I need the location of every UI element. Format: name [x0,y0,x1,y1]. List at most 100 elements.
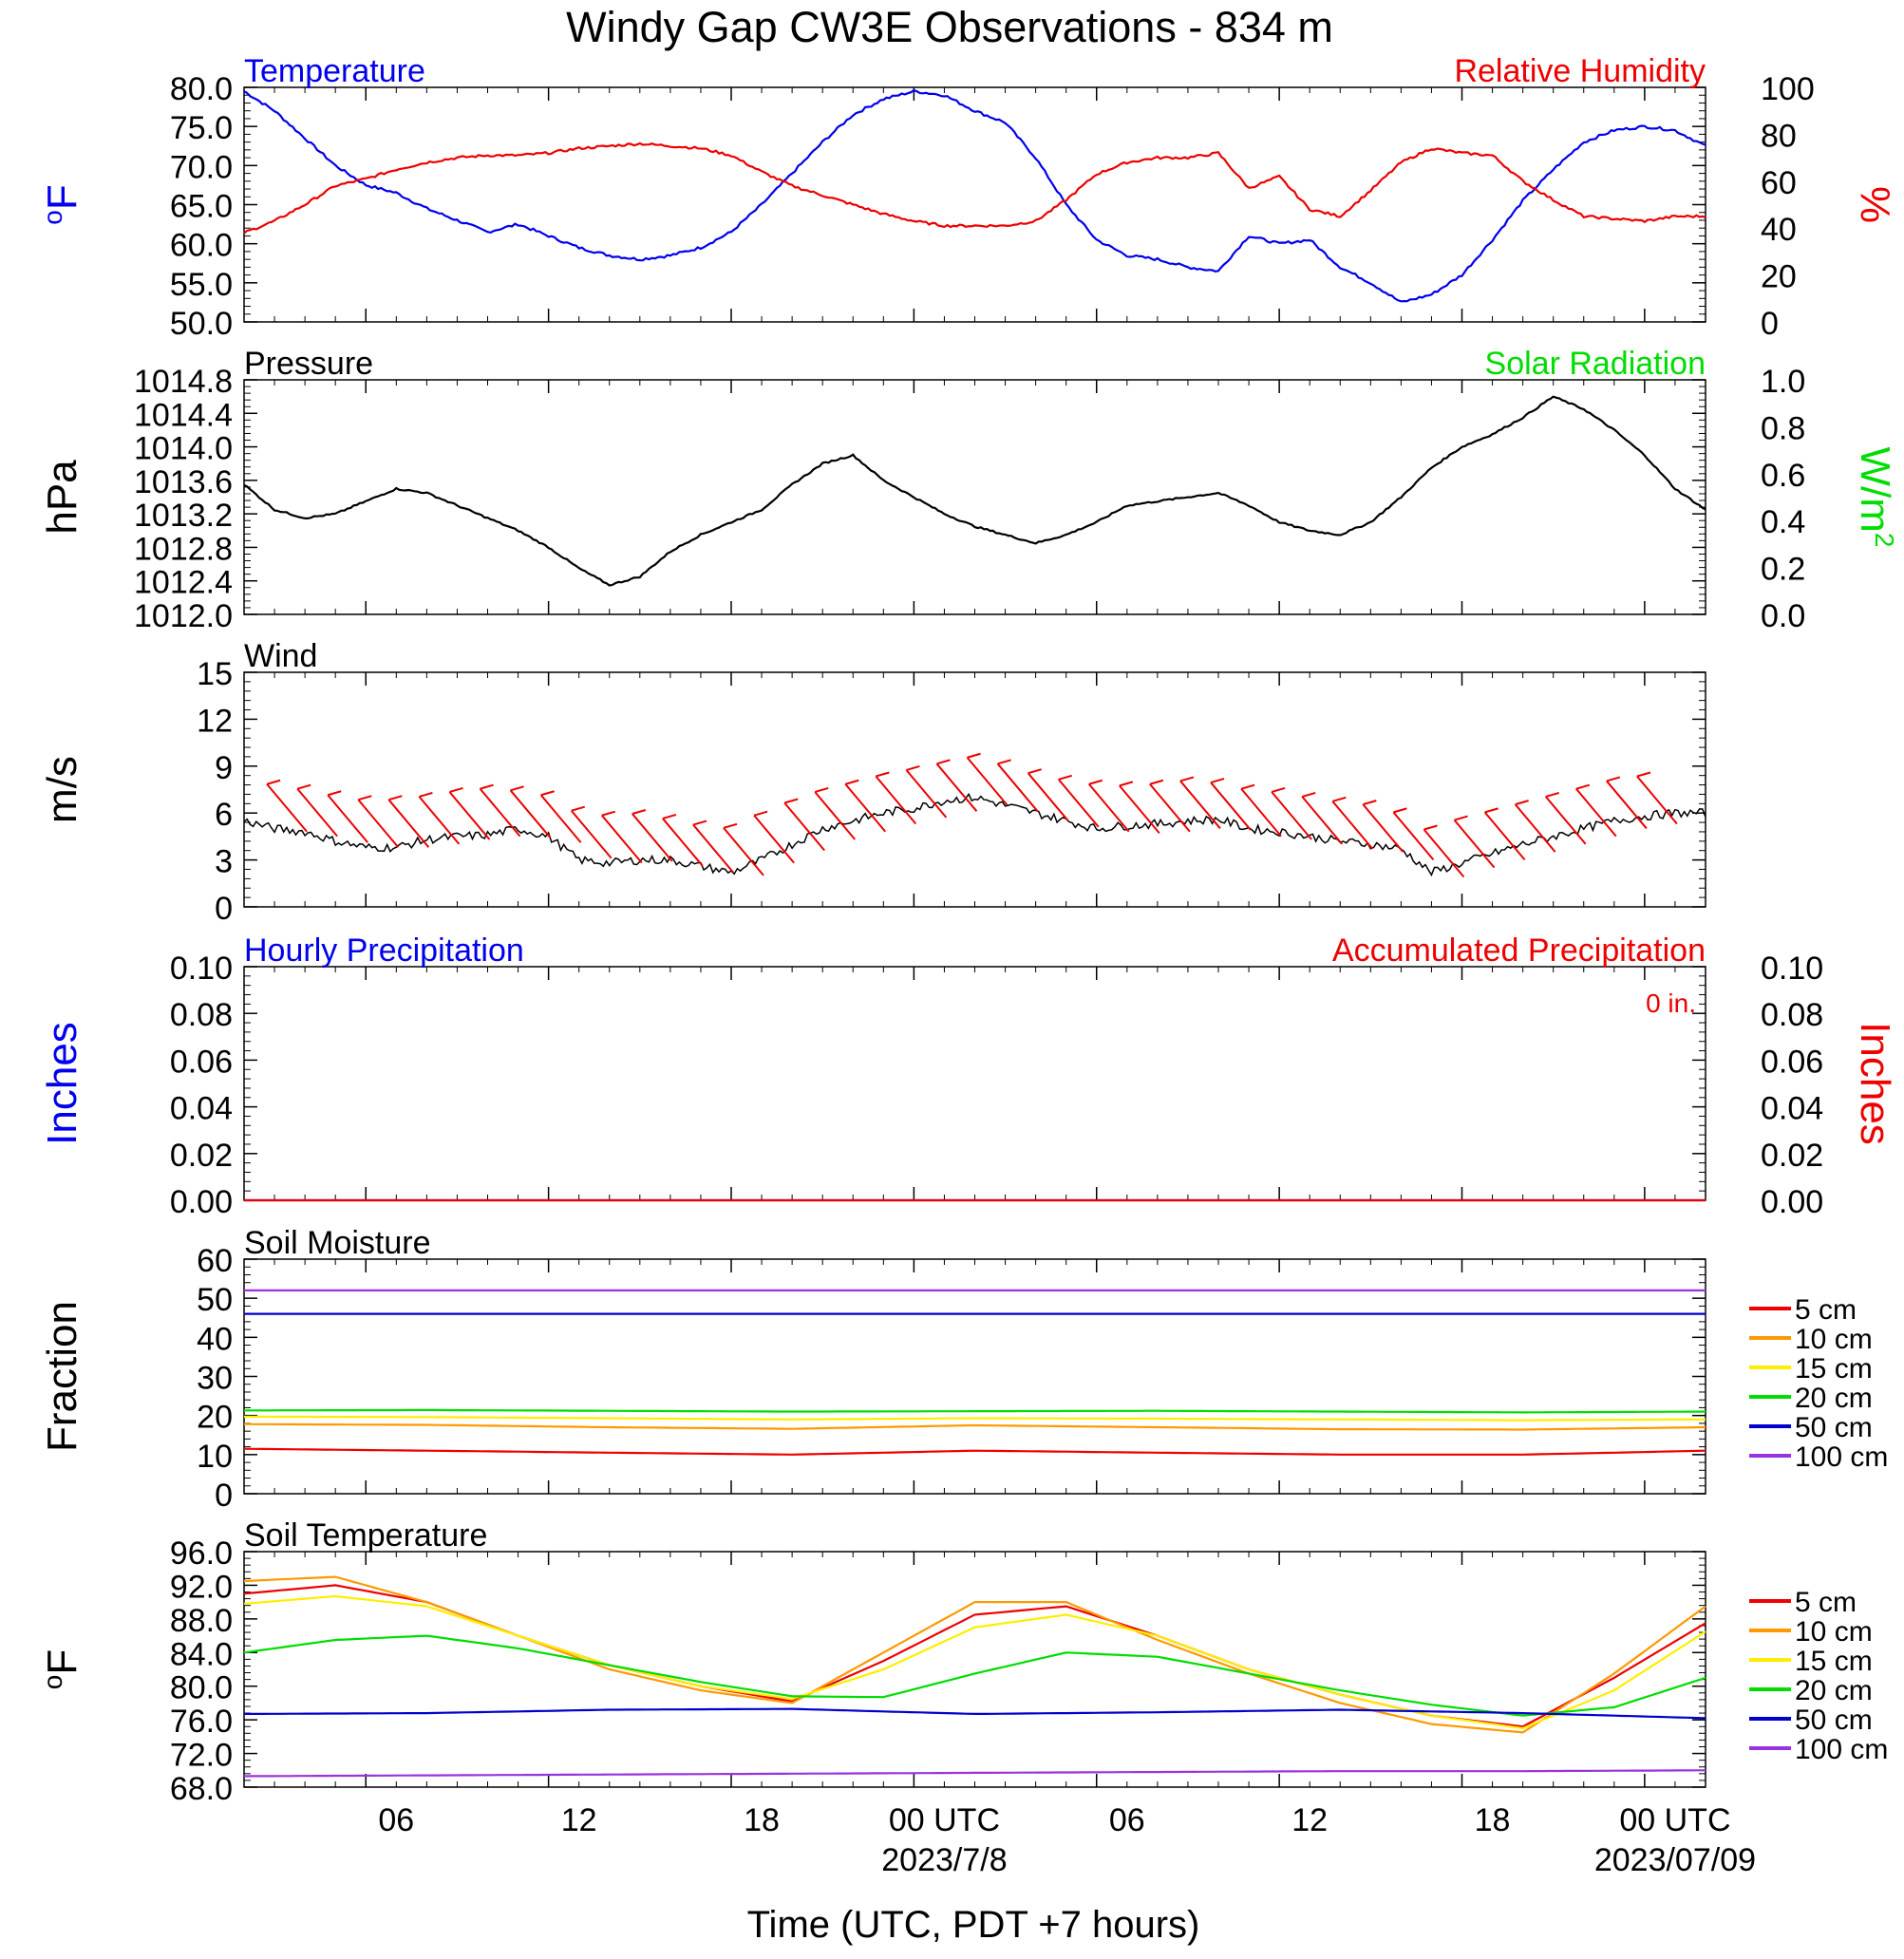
wind-barb-flag [692,819,707,826]
legend-label: 5 cm [1795,1294,1857,1326]
wind-barb-flag [1363,800,1377,806]
wind-barb-flag [1149,779,1164,785]
y-tick-label-left: 55.0 [170,267,233,303]
wind-barb-flag [1210,778,1225,784]
wind-barb [1088,783,1130,833]
chart-title: Windy Gap CW3E Observations - 834 m [566,3,1333,51]
y-tick-label-left: 10 [197,1439,233,1475]
y-tick-label-left: 20 [197,1400,233,1436]
y-tick-label-left: 0.02 [170,1138,233,1174]
y-tick-label-left: 88.0 [170,1603,233,1639]
y-tick-label-left: 30 [197,1361,233,1397]
wind-barb [601,815,643,864]
y-tick-label-left: 0.00 [170,1184,233,1220]
y-tick-label-left: 60.0 [170,228,233,264]
panel-1: 80.075.070.0 65.060.055.050.0 100 80 60 40 20 0… [38,53,1899,342]
y-tick-label-right: 1.0 [1761,364,1805,400]
y-tick-label-left: 72.0 [170,1738,233,1774]
wind-barb [357,799,400,848]
panel-6: 96.092.088.084.080.076.072.068.0 Soil Tem… [38,1517,1889,1807]
wind-barb-flag [1119,781,1134,787]
legend-label: 100 cm [1795,1441,1888,1473]
wind-barb [1240,788,1282,838]
wind-barb [448,791,491,840]
y-tick-label-right: 20 [1761,259,1797,295]
wind-barb-flag [327,790,342,797]
wind-barb-flag [1515,800,1529,806]
series-line-5-cm [243,1447,1706,1456]
wind-barb-flag [480,783,494,790]
y-axis-label-left: oF [38,184,86,224]
panel-3: 15 12 9 6 3 0 Wind m/s [39,638,1706,927]
legend-label: 10 cm [1795,1324,1873,1355]
y-tick-label-left: 40 [197,1321,233,1357]
y-tick-label-left: 1014.8 [134,364,233,400]
wind-barb-flag [723,822,738,829]
y-tick-label-right: 0.08 [1761,997,1823,1033]
wind-barb [1575,788,1617,838]
wind-barb-flag [540,790,555,797]
y-tick-label-left: 1014.4 [134,397,233,433]
wind-barb [479,788,521,838]
y-tick-label-left: 15 [197,656,233,692]
unit: F [39,1649,85,1675]
wind-barb [1483,811,1526,861]
panel-2: 1014.81014.41014.01013.61013.21012.81012… [39,346,1900,634]
wind-barb [905,769,948,819]
wind-barb [1119,784,1160,835]
legend-label: 50 cm [1795,1705,1873,1736]
y-tick-label-left: 1012.4 [134,565,233,601]
wind-barb-flag [1301,791,1316,798]
y-tick-label-left: 9 [215,750,233,786]
series-line-20-cm [244,1408,1706,1414]
y-axis-label-left: Inches [39,1022,85,1145]
wind-barb [996,763,1039,812]
wind-barb [1514,803,1556,853]
wind-barb [509,789,552,838]
panel-title-left: Soil Temperature [244,1517,487,1554]
wind-barb-flag [967,752,981,759]
y-tick-label-left: 65.0 [170,189,233,225]
wind-barb [1271,791,1312,840]
panel-title-left: Temperature [244,53,425,89]
y-tick-label-right: 0.06 [1761,1044,1823,1080]
unit: F [39,184,85,210]
panel-title-right: Accumulated Precipitation [1332,932,1706,969]
y-tick-label-left: 50.0 [170,306,233,342]
plot-frame [243,671,1706,908]
y-tick-label-right: 0 [1761,306,1779,342]
y-tick-label-right: 0.04 [1761,1091,1823,1127]
y-tick-label-left: 80.0 [170,71,233,107]
series-line-temperature [243,88,1706,303]
wind-barb-flag [662,813,677,819]
wind-barb [966,757,1009,806]
y-tick-label-right: 0.4 [1761,504,1805,540]
wind-barb [1423,828,1465,878]
series-line-10-cm [243,1422,1706,1431]
legend-label: 15 cm [1795,1353,1873,1384]
panel-title-right: Relative Humidity [1454,53,1706,89]
wind-barb [539,794,582,843]
wind-barb-flag [632,809,647,815]
plot-frame [243,86,1706,323]
wind-barb [296,788,338,838]
wind-barb [1179,780,1221,830]
series-line-15-cm [243,1594,1706,1730]
series-line-20-cm [243,1634,1706,1717]
y-axis-label-left: hPa [39,460,85,535]
y-axis-label-left: oF [38,1649,86,1689]
wind-barb-flag [876,771,890,778]
plot-frame [243,379,1706,615]
y-tick-label-left: 0 [215,1478,233,1514]
wind-barb [1392,811,1435,861]
wind-barb-flag [1393,807,1407,814]
x-date-label: 2023/7/8 [881,1842,1007,1878]
wind-barb [662,818,704,867]
plot-frame [243,1258,1706,1495]
y-tick-label-left: 60 [197,1243,233,1279]
y-tick-label-right: 100 [1761,71,1815,107]
